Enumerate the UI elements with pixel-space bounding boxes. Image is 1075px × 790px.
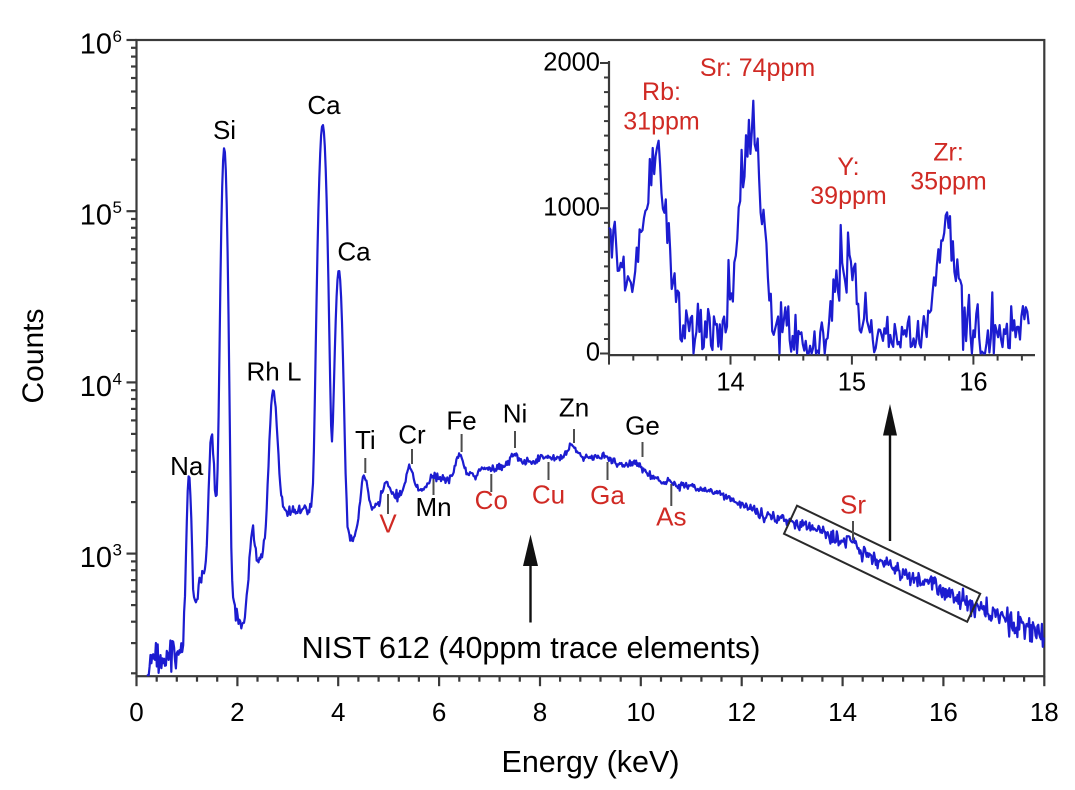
svg-text:39ppm: 39ppm bbox=[810, 182, 886, 210]
svg-text:NIST 612 (40ppm trace elements: NIST 612 (40ppm trace elements) bbox=[302, 631, 761, 665]
svg-text:1000: 1000 bbox=[543, 194, 600, 222]
svg-text:16: 16 bbox=[929, 697, 958, 727]
svg-text:14: 14 bbox=[828, 697, 857, 727]
svg-text:6: 6 bbox=[432, 697, 446, 727]
svg-text:18: 18 bbox=[1030, 697, 1059, 727]
svg-text:0: 0 bbox=[129, 697, 143, 727]
svg-text:12: 12 bbox=[727, 697, 756, 727]
svg-text:8: 8 bbox=[533, 697, 547, 727]
svg-text:Si: Si bbox=[213, 115, 236, 145]
svg-text:10: 10 bbox=[80, 200, 112, 232]
svg-text:Mn: Mn bbox=[415, 492, 451, 522]
svg-text:4: 4 bbox=[113, 369, 122, 388]
svg-text:Co: Co bbox=[475, 485, 508, 515]
svg-text:Ni: Ni bbox=[503, 399, 528, 429]
svg-text:10: 10 bbox=[80, 371, 112, 403]
svg-text:Counts: Counts bbox=[17, 308, 50, 403]
svg-text:4: 4 bbox=[331, 697, 345, 727]
svg-text:31ppm: 31ppm bbox=[623, 108, 699, 136]
svg-text:Y:: Y: bbox=[837, 153, 859, 181]
svg-text:Energy (keV): Energy (keV) bbox=[502, 745, 680, 779]
svg-text:2: 2 bbox=[230, 697, 244, 727]
svg-text:Sr: Sr bbox=[840, 490, 866, 520]
svg-text:Zr:: Zr: bbox=[933, 139, 964, 167]
svg-text:As: As bbox=[656, 502, 686, 532]
svg-text:10: 10 bbox=[626, 697, 655, 727]
svg-text:Cr: Cr bbox=[398, 420, 426, 450]
svg-text:Ca: Ca bbox=[337, 237, 371, 267]
svg-text:6: 6 bbox=[113, 27, 122, 46]
svg-text:35ppm: 35ppm bbox=[910, 168, 986, 196]
svg-text:V: V bbox=[379, 509, 397, 539]
svg-text:Rb:: Rb: bbox=[642, 78, 681, 106]
svg-text:Ca: Ca bbox=[307, 90, 341, 120]
svg-text:Na: Na bbox=[170, 451, 204, 481]
svg-text:Sr: 74ppm: Sr: 74ppm bbox=[700, 54, 815, 82]
svg-text:16: 16 bbox=[959, 369, 987, 397]
svg-text:Rh L: Rh L bbox=[247, 357, 302, 387]
svg-text:15: 15 bbox=[838, 369, 866, 397]
svg-text:10: 10 bbox=[80, 542, 112, 574]
svg-text:Ga: Ga bbox=[590, 480, 625, 510]
svg-text:10: 10 bbox=[80, 29, 112, 61]
svg-text:Ge: Ge bbox=[625, 411, 660, 441]
svg-text:0: 0 bbox=[586, 339, 600, 367]
svg-text:5: 5 bbox=[113, 198, 122, 217]
svg-text:Cu: Cu bbox=[532, 480, 565, 510]
svg-text:2000: 2000 bbox=[543, 49, 600, 77]
svg-text:14: 14 bbox=[716, 369, 744, 397]
svg-text:3: 3 bbox=[113, 541, 122, 560]
svg-text:Fe: Fe bbox=[446, 406, 476, 436]
svg-text:Ti: Ti bbox=[355, 425, 376, 455]
svg-text:Zn: Zn bbox=[559, 393, 589, 423]
